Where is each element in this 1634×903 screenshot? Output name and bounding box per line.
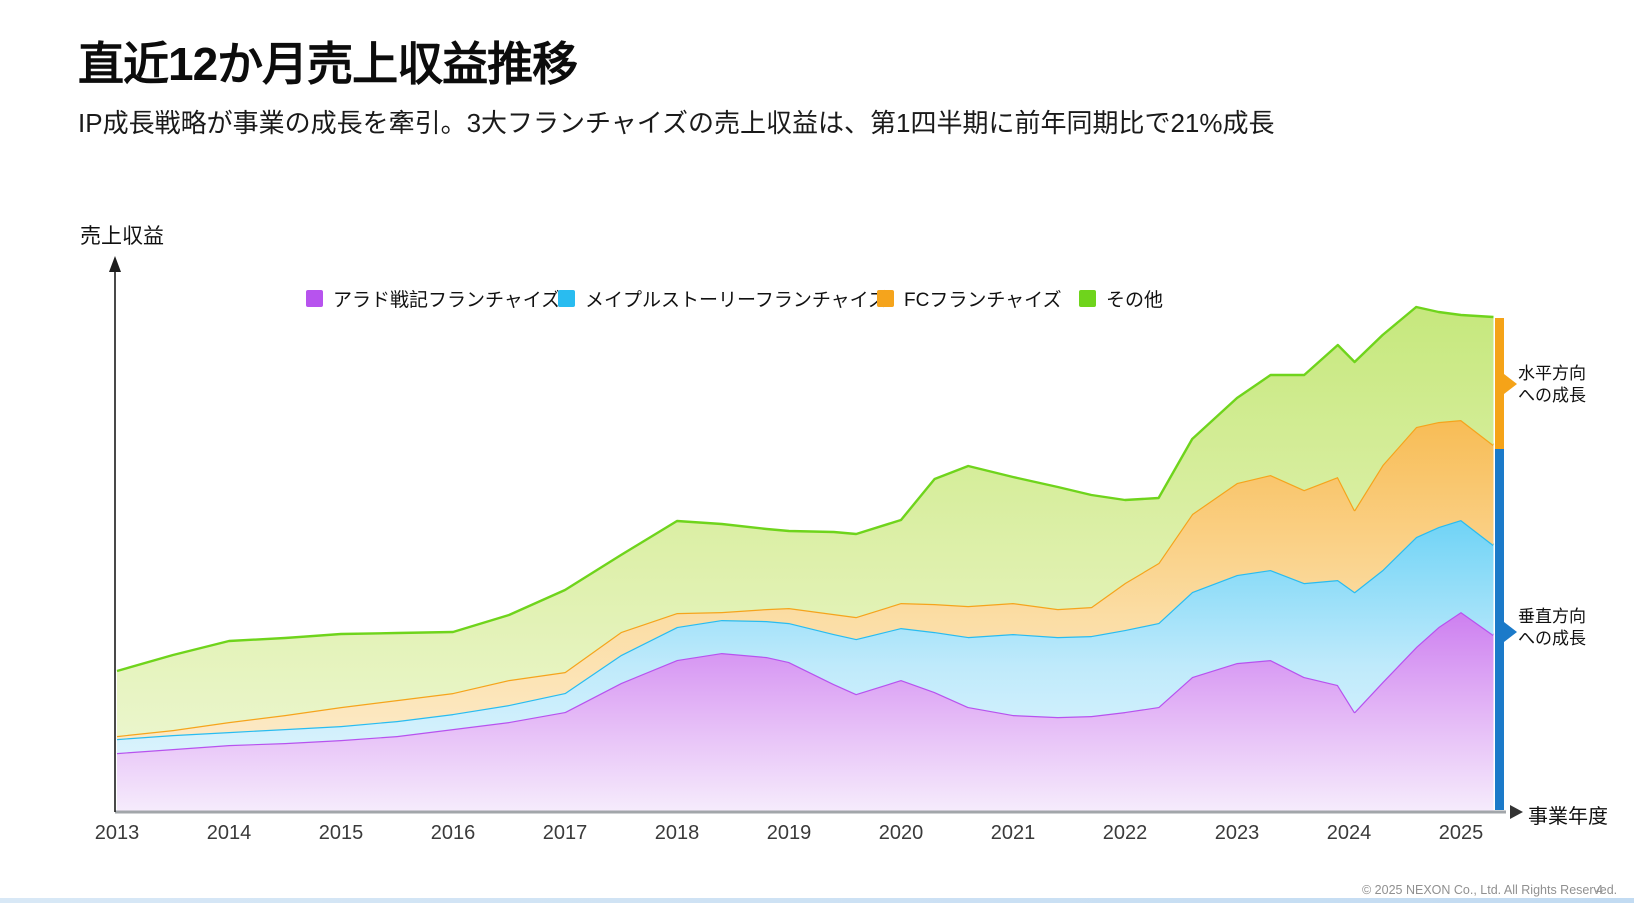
vertical-growth-arrow-icon xyxy=(1504,622,1517,642)
vertical-growth-label-line1: 垂直方向 xyxy=(1518,607,1586,626)
horizontal-growth-label-line1: 水平方向 xyxy=(1518,364,1586,383)
legend-label: アラド戦記フランチャイズ xyxy=(333,290,561,311)
x-tick-label: 2015 xyxy=(318,822,364,844)
legend-swatch-cyan-icon xyxy=(558,290,575,307)
area-band-1 xyxy=(117,520,1494,753)
x-tick-label: 2013 xyxy=(94,822,140,844)
x-tick-label: 2017 xyxy=(542,822,588,844)
y-axis-arrow-icon xyxy=(109,256,121,272)
x-tick-label: 2014 xyxy=(206,822,252,844)
legend-item-maplestory: メイプルストーリーフランチャイズ xyxy=(558,285,887,312)
vertical-growth-bar xyxy=(1495,449,1504,810)
x-tick-label: 2020 xyxy=(878,822,924,844)
vertical-growth-label-line2: への成長 xyxy=(1518,629,1586,648)
horizontal-growth-arrow-icon xyxy=(1504,374,1517,394)
legend-item-others: その他 xyxy=(1079,285,1163,312)
area-band-3 xyxy=(117,307,1494,736)
area-band-0 xyxy=(117,612,1494,812)
legend-label: その他 xyxy=(1106,290,1164,311)
x-axis-arrow-icon xyxy=(1510,805,1523,819)
x-tick-label: 2023 xyxy=(1214,822,1260,844)
copyright-text: © 2025 NEXON Co., Ltd. All Rights Reserv… xyxy=(1362,883,1618,897)
page-subtitle: IP成長戦略が事業の成長を牽引。3大フランチャイズの売上収益は、第1四半期に前年… xyxy=(78,108,1275,138)
page-number: 4 xyxy=(1596,883,1603,897)
legend-swatch-purple-icon xyxy=(306,290,323,307)
x-tick-label: 2021 xyxy=(990,822,1036,844)
horizontal-growth-label: 水平方向 への成長 xyxy=(1518,363,1586,407)
chart-axes xyxy=(109,256,1523,819)
horizontal-growth-label-line2: への成長 xyxy=(1518,386,1586,405)
x-tick-label: 2018 xyxy=(654,822,700,844)
x-tick-label: 2024 xyxy=(1326,822,1372,844)
legend-swatch-green-icon xyxy=(1079,290,1096,307)
x-tick-label: 2019 xyxy=(766,822,812,844)
y-axis-title: 売上収益 xyxy=(80,225,164,248)
legend-label: メイプルストーリーフランチャイズ xyxy=(585,290,888,311)
stacked-area-bands xyxy=(116,305,1495,812)
x-tick-label: 2022 xyxy=(1102,822,1148,844)
legend-label: FCフランチャイズ xyxy=(904,290,1062,311)
vertical-growth-label: 垂直方向 への成長 xyxy=(1518,606,1586,650)
legend-item-arad: アラド戦記フランチャイズ xyxy=(306,285,560,312)
x-tick-label: 2025 xyxy=(1438,822,1484,844)
chart-legend: アラド戦記フランチャイズ メイプルストーリーフランチャイズ FCフランチャイズ … xyxy=(0,285,1634,311)
x-tick-label: 2016 xyxy=(430,822,476,844)
legend-swatch-orange-icon xyxy=(877,290,894,307)
page-title: 直近12か月売上収益推移 xyxy=(78,38,578,90)
horizontal-growth-bar xyxy=(1495,318,1504,449)
slide-bottom-accent-strip xyxy=(0,898,1634,903)
area-band-2 xyxy=(117,420,1494,739)
area-band-topline-3 xyxy=(116,305,1494,673)
x-axis-title: 事業年度 xyxy=(1528,806,1608,828)
legend-item-fc: FCフランチャイズ xyxy=(877,285,1062,312)
